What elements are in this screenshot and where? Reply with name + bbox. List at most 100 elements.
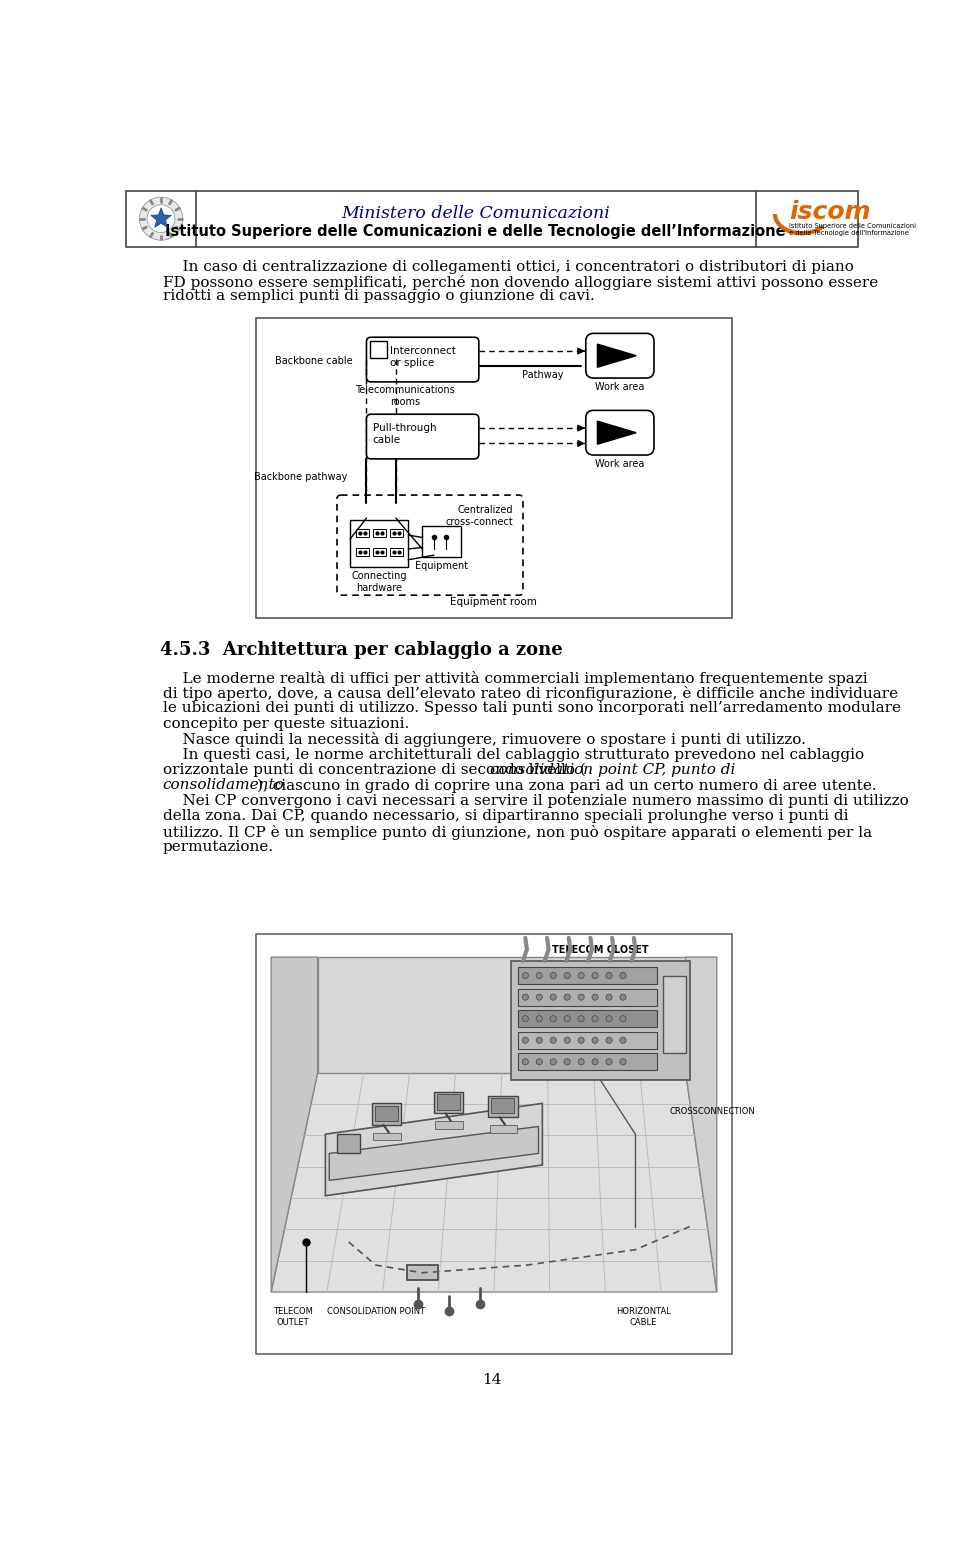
Circle shape (620, 995, 626, 1001)
Polygon shape (271, 1073, 717, 1292)
Circle shape (578, 973, 585, 979)
Bar (350, 519, 408, 567)
Bar (372, 1104, 401, 1126)
Text: TELECOM
OUTLET: TELECOM OUTLET (273, 1308, 313, 1327)
FancyBboxPatch shape (337, 496, 523, 596)
Bar (373, 1133, 400, 1140)
Circle shape (537, 1059, 542, 1065)
Bar (436, 1121, 463, 1129)
Text: permutazione.: permutazione. (162, 840, 274, 854)
FancyBboxPatch shape (367, 337, 479, 382)
Circle shape (578, 995, 585, 1001)
Text: FD possono essere semplificati, perché non dovendo alloggiare sistemi attivi pos: FD possono essere semplificati, perché n… (162, 274, 877, 290)
Circle shape (620, 1059, 626, 1065)
FancyBboxPatch shape (586, 410, 654, 455)
Text: della zona. Dai CP, quando necessario, si dipartiranno speciali prolunghe verso : della zona. Dai CP, quando necessario, s… (162, 809, 848, 823)
Text: Nasce quindi la necessità di aggiungere, rimuovere o spostare i punti di utilizz: Nasce quindi la necessità di aggiungere,… (162, 733, 805, 747)
Text: Istituto Superiore delle Comunicazioni
e delle Tecnologie dell'Informazione: Istituto Superiore delle Comunicazioni e… (789, 223, 916, 235)
Text: utilizzo. Il CP è un semplice punto di giunzione, non può ospitare apparati o el: utilizzo. Il CP è un semplice punto di g… (162, 825, 872, 840)
Text: Nei CP convergono i cavi necessari a servire il potenziale numero massimo di pun: Nei CP convergono i cavi necessari a ser… (162, 794, 908, 808)
Polygon shape (597, 345, 636, 368)
Circle shape (592, 973, 598, 979)
Circle shape (564, 1015, 570, 1021)
Bar (407, 1264, 438, 1280)
Text: iscom: iscom (789, 200, 871, 224)
Text: CONSOLIDATION POINT: CONSOLIDATION POINT (326, 1308, 425, 1316)
Bar (492, 1098, 515, 1113)
Text: Le moderne realtà di uffici per attività commerciali implementano frequentemente: Le moderne realtà di uffici per attività… (162, 670, 867, 686)
FancyBboxPatch shape (367, 415, 479, 458)
Text: Pathway: Pathway (521, 371, 564, 380)
Bar (391, 529, 403, 536)
Text: Istituto Superiore delle Comunicazioni e delle Tecnologie dell’Informazione: Istituto Superiore delle Comunicazioni e… (165, 224, 786, 239)
Text: In questi casi, le norme architetturali del cablaggio strutturato prevedono nel : In questi casi, le norme architetturali … (162, 748, 864, 762)
Circle shape (522, 1015, 528, 1021)
Polygon shape (597, 421, 636, 444)
Text: le ubicazioni dei punti di utilizzo. Spesso tali punti sono incorporati nell’arr: le ubicazioni dei punti di utilizzo. Spe… (162, 702, 900, 716)
Circle shape (564, 995, 570, 1001)
FancyBboxPatch shape (586, 334, 654, 377)
Circle shape (550, 973, 557, 979)
Circle shape (537, 1015, 542, 1021)
Circle shape (592, 995, 598, 1001)
Circle shape (578, 1059, 585, 1065)
Bar (490, 1126, 516, 1133)
Text: Interconnect
or splice: Interconnect or splice (390, 346, 456, 368)
Text: consolidamento: consolidamento (162, 778, 284, 792)
Circle shape (606, 1059, 612, 1065)
Text: Work area: Work area (595, 382, 644, 391)
Circle shape (578, 1015, 585, 1021)
Circle shape (537, 1037, 542, 1043)
Text: ), ciascuno in grado di coprire una zona pari ad un certo numero di aree utente.: ), ciascuno in grado di coprire una zona… (257, 778, 876, 794)
Bar (488, 1096, 517, 1118)
Text: Telecommunications
rooms: Telecommunications rooms (355, 385, 455, 407)
Text: Pull-through
cable: Pull-through cable (372, 424, 436, 444)
Circle shape (564, 973, 570, 979)
Circle shape (550, 1037, 557, 1043)
Bar (370, 341, 387, 359)
Bar (373, 529, 386, 536)
Circle shape (537, 973, 542, 979)
Circle shape (564, 1059, 570, 1065)
Polygon shape (151, 207, 172, 228)
Text: Backbone pathway: Backbone pathway (253, 472, 348, 482)
Circle shape (578, 1037, 585, 1043)
Bar (517, 1032, 657, 1049)
Text: 4.5.3  Architettura per cablaggio a zone: 4.5.3 Architettura per cablaggio a zone (160, 641, 564, 659)
Polygon shape (329, 1127, 539, 1180)
Bar (255, 318, 732, 619)
Circle shape (592, 1059, 598, 1065)
Text: In caso di centralizzazione di collegamenti ottici, i concentratori o distributo: In caso di centralizzazione di collegame… (162, 260, 853, 274)
Circle shape (606, 995, 612, 1001)
Circle shape (550, 995, 557, 1001)
Bar (337, 1135, 360, 1154)
Circle shape (522, 1059, 528, 1065)
Text: Equipment: Equipment (415, 561, 468, 571)
Text: HORIZONTAL
CABLE: HORIZONTAL CABLE (615, 1308, 671, 1327)
Polygon shape (685, 957, 717, 1292)
Polygon shape (325, 1104, 542, 1196)
Circle shape (620, 1037, 626, 1043)
Bar (437, 1094, 460, 1110)
Bar (517, 1054, 657, 1071)
Text: consolidation point CP, punto di: consolidation point CP, punto di (491, 762, 735, 776)
Circle shape (139, 196, 182, 240)
Text: orizzontale punti di concentrazione di secondo livello (: orizzontale punti di concentrazione di s… (162, 762, 586, 778)
Text: Centralized
cross-connect: Centralized cross-connect (445, 505, 513, 527)
Text: 14: 14 (482, 1373, 502, 1388)
Bar (512, 960, 689, 1080)
Bar (422, 525, 461, 557)
Circle shape (592, 1015, 598, 1021)
Bar (356, 529, 369, 536)
Text: Work area: Work area (595, 458, 644, 469)
Text: Backbone cable: Backbone cable (275, 357, 352, 366)
Bar (375, 1105, 398, 1121)
Circle shape (606, 973, 612, 979)
Circle shape (537, 995, 542, 1001)
Text: Equipment room: Equipment room (450, 597, 537, 608)
Text: Ministero delle Comunicazioni: Ministero delle Comunicazioni (342, 204, 611, 221)
Bar (517, 988, 657, 1006)
Circle shape (522, 973, 528, 979)
Text: Connecting
hardware: Connecting hardware (351, 571, 407, 592)
Text: CROSSCONNECTION: CROSSCONNECTION (670, 1107, 756, 1116)
